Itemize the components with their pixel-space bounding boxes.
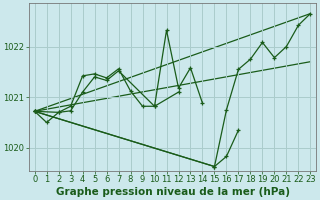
X-axis label: Graphe pression niveau de la mer (hPa): Graphe pression niveau de la mer (hPa) <box>55 187 290 197</box>
